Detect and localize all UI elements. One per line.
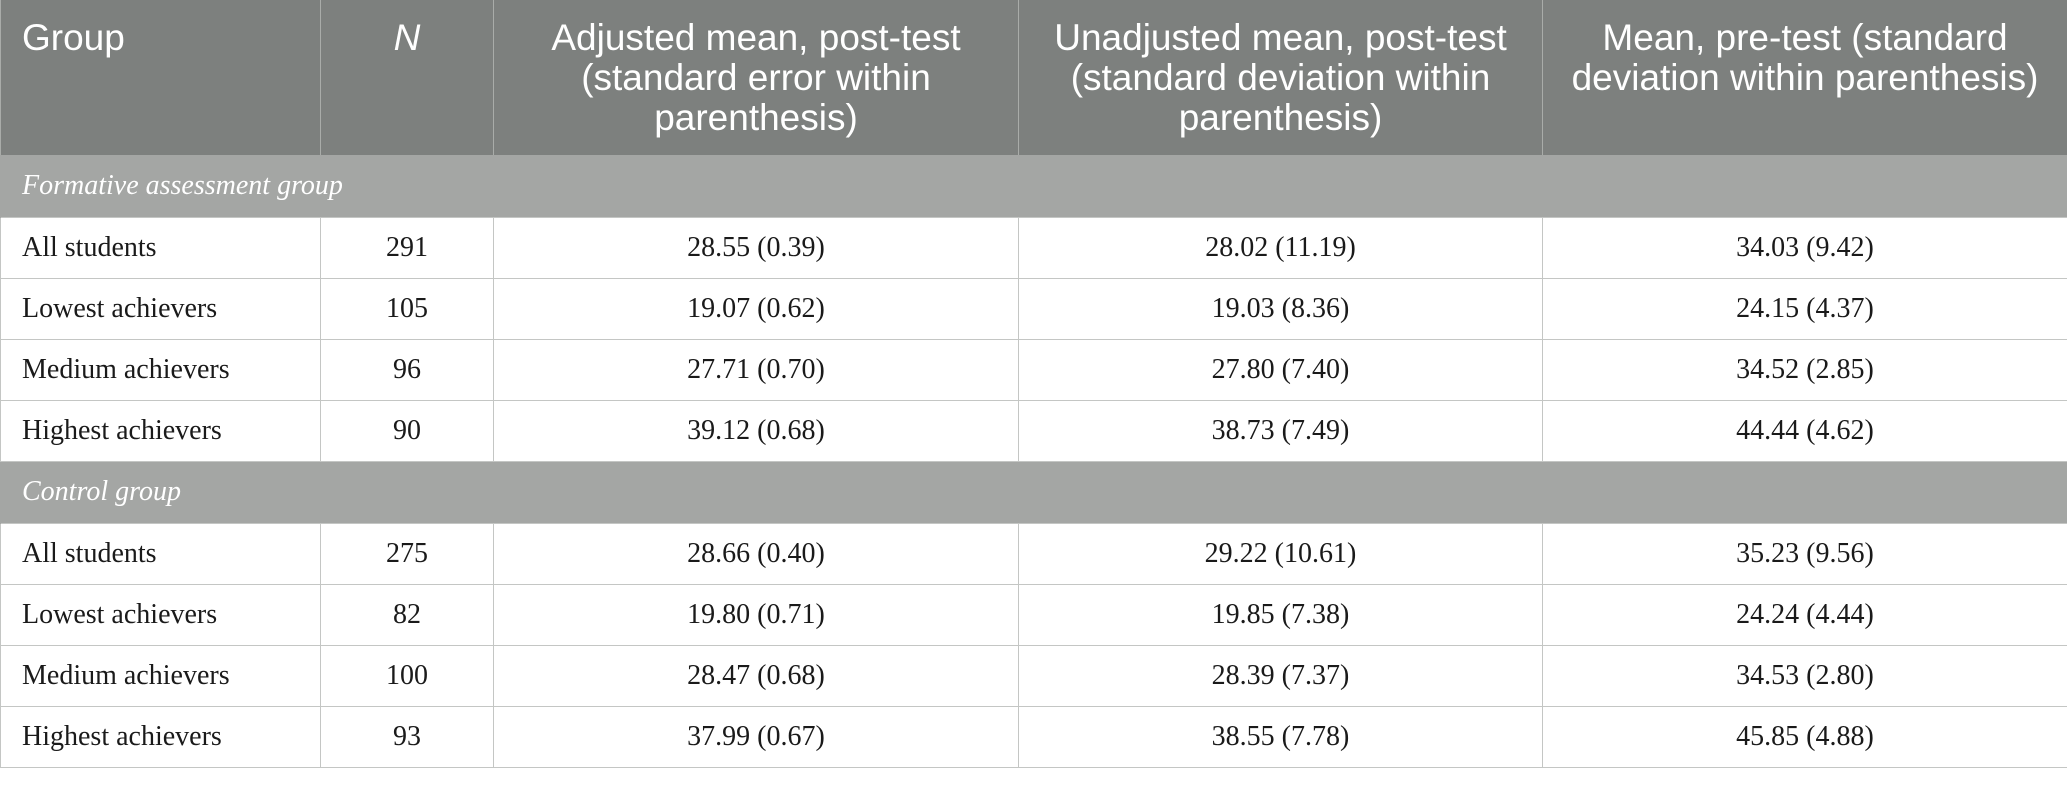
cell-pretest: 35.23 (9.56)	[1542, 522, 2067, 585]
cell-adjusted: 28.55 (0.39)	[493, 216, 1019, 279]
cell-group: Lowest achievers	[0, 583, 321, 646]
cell-n: 275	[320, 522, 494, 585]
cell-unadjusted: 38.55 (7.78)	[1018, 705, 1543, 768]
cell-unadjusted: 38.73 (7.49)	[1018, 399, 1543, 462]
cell-n: 90	[320, 399, 494, 462]
section-title: Control group	[0, 461, 2067, 523]
cell-pretest: 34.03 (9.42)	[1542, 216, 2067, 279]
section-row-control: Control group	[0, 461, 2067, 523]
cell-n: 105	[320, 277, 494, 340]
cell-group: All students	[0, 216, 321, 279]
cell-n: 82	[320, 583, 494, 646]
cell-n: 291	[320, 216, 494, 279]
cell-group: Medium achievers	[0, 644, 321, 707]
table-row: Lowest achievers 82 19.80 (0.71) 19.85 (…	[0, 583, 2067, 646]
table-body: Formative assessment group All students …	[0, 155, 2067, 768]
cell-unadjusted: 28.39 (7.37)	[1018, 644, 1543, 707]
cell-pretest: 45.85 (4.88)	[1542, 705, 2067, 768]
cell-adjusted: 37.99 (0.67)	[493, 705, 1019, 768]
header-n: N	[320, 0, 494, 155]
table-row: Lowest achievers 105 19.07 (0.62) 19.03 …	[0, 277, 2067, 340]
header-pretest-mean: Mean, pre-test (standard deviation withi…	[1542, 0, 2067, 155]
table-row: Highest achievers 90 39.12 (0.68) 38.73 …	[0, 399, 2067, 462]
results-table: Group N Adjusted mean, post-test (standa…	[0, 0, 2067, 768]
table-row: Medium achievers 96 27.71 (0.70) 27.80 (…	[0, 338, 2067, 401]
header-row: Group N Adjusted mean, post-test (standa…	[0, 0, 2067, 155]
cell-pretest: 34.52 (2.85)	[1542, 338, 2067, 401]
section-title: Formative assessment group	[0, 155, 2067, 217]
cell-pretest: 24.15 (4.37)	[1542, 277, 2067, 340]
cell-unadjusted: 19.85 (7.38)	[1018, 583, 1543, 646]
cell-group: Lowest achievers	[0, 277, 321, 340]
cell-unadjusted: 29.22 (10.61)	[1018, 522, 1543, 585]
table-row: All students 291 28.55 (0.39) 28.02 (11.…	[0, 216, 2067, 279]
table-row: Medium achievers 100 28.47 (0.68) 28.39 …	[0, 644, 2067, 707]
cell-pretest: 34.53 (2.80)	[1542, 644, 2067, 707]
cell-pretest: 24.24 (4.44)	[1542, 583, 2067, 646]
cell-pretest: 44.44 (4.62)	[1542, 399, 2067, 462]
cell-n: 100	[320, 644, 494, 707]
section-row-formative: Formative assessment group	[0, 155, 2067, 217]
cell-adjusted: 19.07 (0.62)	[493, 277, 1019, 340]
cell-group: Medium achievers	[0, 338, 321, 401]
cell-n: 93	[320, 705, 494, 768]
cell-group: All students	[0, 522, 321, 585]
cell-adjusted: 39.12 (0.68)	[493, 399, 1019, 462]
cell-adjusted: 27.71 (0.70)	[493, 338, 1019, 401]
cell-group: Highest achievers	[0, 705, 321, 768]
cell-unadjusted: 28.02 (11.19)	[1018, 216, 1543, 279]
table-header: Group N Adjusted mean, post-test (standa…	[0, 0, 2067, 155]
cell-unadjusted: 19.03 (8.36)	[1018, 277, 1543, 340]
cell-adjusted: 28.66 (0.40)	[493, 522, 1019, 585]
cell-unadjusted: 27.80 (7.40)	[1018, 338, 1543, 401]
table-row: All students 275 28.66 (0.40) 29.22 (10.…	[0, 522, 2067, 585]
header-group: Group	[0, 0, 321, 155]
header-adjusted-mean: Adjusted mean, post-test (standard error…	[493, 0, 1019, 155]
table-row: Highest achievers 93 37.99 (0.67) 38.55 …	[0, 705, 2067, 768]
header-unadjusted-mean: Unadjusted mean, post-test (standard dev…	[1018, 0, 1543, 155]
cell-adjusted: 28.47 (0.68)	[493, 644, 1019, 707]
cell-group: Highest achievers	[0, 399, 321, 462]
cell-adjusted: 19.80 (0.71)	[493, 583, 1019, 646]
cell-n: 96	[320, 338, 494, 401]
